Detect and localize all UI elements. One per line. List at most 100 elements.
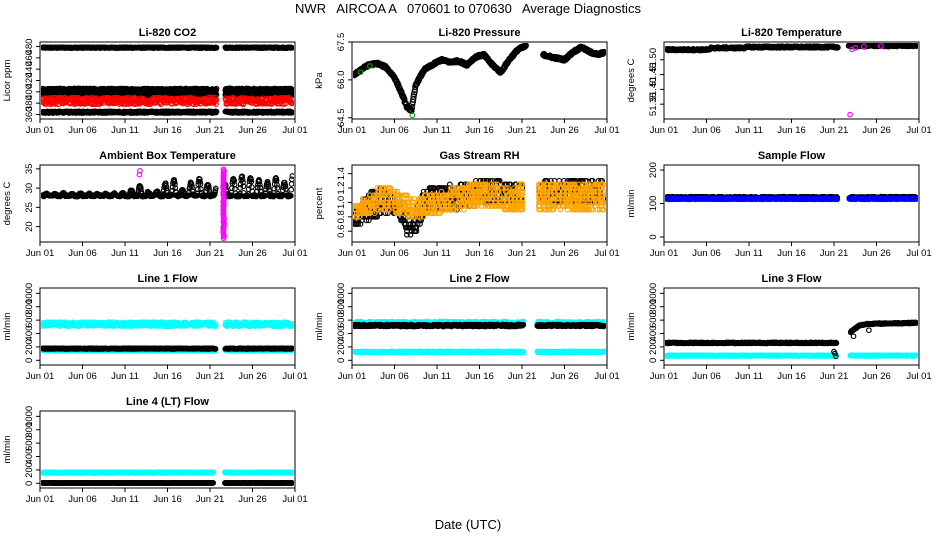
y-tick-label: 400	[24, 84, 35, 100]
x-tick-label: Jun 11	[735, 248, 763, 259]
y-tick-label: 440	[24, 61, 35, 77]
panel-2: Li-820 Pressure kPa 64.5 66.0 67.5 Jun 01 Jun …	[314, 27, 620, 136]
series-sample	[41, 94, 294, 108]
series-high	[41, 44, 294, 51]
y-tick-label: 0	[24, 358, 35, 363]
series-high	[41, 469, 294, 476]
x-tick-label: Jun 16	[153, 494, 182, 505]
x-tick-label: Jun 16	[777, 371, 806, 382]
x-tick-label: Jun 21	[508, 125, 537, 136]
y-tick-label: 600	[336, 312, 347, 328]
figure-title: NWR AIRCOA A 070601 to 070630 Average Di…	[295, 1, 641, 16]
x-tick-label: Jun 21	[820, 371, 849, 382]
x-tick-label: Jun 21	[820, 125, 849, 136]
y-tick-label: 360	[24, 107, 35, 123]
y-tick-label: 51.50	[648, 48, 659, 72]
series-low	[353, 348, 606, 356]
x-tick-label: Jun 26	[862, 371, 891, 382]
series-pressure	[353, 43, 606, 118]
x-tick-label: Jun 01	[338, 125, 367, 136]
y-tick-label: 800	[24, 422, 35, 438]
y-axis-label: percent	[314, 187, 325, 219]
x-tick-label: Jun 21	[196, 371, 225, 382]
y-axis-label: ml/min	[2, 436, 13, 464]
x-tick-label: Jul 01	[282, 248, 307, 259]
y-tick-label: 400	[336, 326, 347, 342]
y-tick-label: 400	[648, 326, 659, 342]
series-flag2	[136, 167, 143, 178]
x-tick-label: Jun 26	[550, 371, 579, 382]
y-tick-label: 51.45	[648, 63, 659, 87]
x-tick-label: Jun 21	[820, 248, 849, 259]
x-tick-label: Jun 16	[777, 125, 806, 136]
series-first-c	[665, 352, 918, 359]
x-tick-label: Jun 11	[735, 125, 763, 136]
x-tick-label: Jul 01	[594, 125, 619, 136]
x-tick-label: Jun 06	[380, 371, 409, 382]
x-tick-label: Jun 01	[26, 494, 55, 505]
plot-frame	[39, 164, 296, 243]
series-flag	[220, 166, 227, 241]
plot-area	[41, 469, 294, 487]
y-axis-label: ml/min	[626, 313, 637, 341]
x-tick-label: Jun 01	[338, 371, 367, 382]
x-tick-label: Jun 16	[153, 248, 182, 259]
panel-title: Line 2 Flow	[450, 273, 510, 285]
x-tick-label: Jun 01	[26, 125, 55, 136]
panel-title: Line 1 Flow	[138, 273, 198, 285]
x-tick-label: Jun 16	[777, 248, 806, 259]
panel-title: Line 3 Flow	[762, 273, 822, 285]
series-flow-b	[665, 195, 918, 203]
x-tick-label: Jun 11	[423, 125, 451, 136]
x-tick-label: Jun 06	[68, 371, 97, 382]
x-tick-label: Jun 11	[735, 371, 763, 382]
panel-4: Ambient Box Temperature degrees C 20 25 30 35…	[2, 150, 308, 259]
x-tick-label: Jul 01	[282, 125, 307, 136]
x-tick-label: Jun 11	[111, 371, 139, 382]
y-tick-label: 1.0	[336, 196, 347, 209]
x-tick-label: Jun 06	[68, 125, 97, 136]
x-tick-label: Jun 01	[26, 371, 55, 382]
x-tick-label: Jun 26	[238, 371, 267, 382]
y-tick-label: 25	[24, 202, 35, 213]
x-tick-label: Jun 06	[692, 125, 721, 136]
x-tick-label: Jun 26	[862, 125, 891, 136]
y-axis-label: degrees C	[2, 181, 13, 225]
y-axis-label: Licor ppm	[2, 60, 13, 102]
x-tick-label: Jun 06	[380, 248, 409, 259]
y-tick-label: 200	[24, 339, 35, 355]
series-sample	[41, 319, 294, 330]
y-axis-label: ml/min	[2, 313, 13, 341]
plot-area	[41, 44, 294, 116]
y-tick-label: 600	[648, 312, 659, 328]
panel-title: Li-820 CO2	[139, 27, 196, 39]
x-tick-label: Jun 16	[465, 248, 494, 259]
series-flag	[847, 43, 884, 118]
y-tick-label: 1000	[24, 283, 35, 304]
plot-area	[41, 319, 294, 354]
y-tick-label: 200	[648, 162, 659, 178]
x-tick-label: Jun 01	[338, 248, 367, 259]
y-tick-label: 1.2	[336, 181, 347, 194]
x-tick-label: Jun 16	[153, 371, 182, 382]
series-drop	[831, 327, 872, 360]
x-tick-label: Jun 16	[153, 125, 182, 136]
x-tick-label: Jun 01	[650, 248, 679, 259]
x-tick-label: Jun 21	[508, 248, 537, 259]
x-tick-label: Jul 01	[906, 125, 931, 136]
x-tick-label: Jun 06	[692, 371, 721, 382]
y-axis-label: ml/min	[314, 313, 325, 341]
series-sample	[353, 321, 606, 330]
plot-area	[665, 43, 918, 118]
x-tick-label: Jun 06	[380, 125, 409, 136]
x-tick-label: Jun 01	[650, 125, 679, 136]
x-tick-label: Jul 01	[906, 248, 931, 259]
panel-title: Li-820 Temperature	[741, 27, 842, 39]
y-axis-label: kPa	[314, 72, 325, 89]
panel-6: Sample Flow ml/min 0 100 200 Jun 01 Jun 06 Jun …	[626, 150, 932, 259]
panel-1: Li-820 CO2 Licor ppm 360380400420440460480…	[2, 27, 308, 136]
panel-title: Line 4 (LT) Flow	[126, 396, 209, 408]
y-axis-label: ml/min	[626, 190, 637, 218]
